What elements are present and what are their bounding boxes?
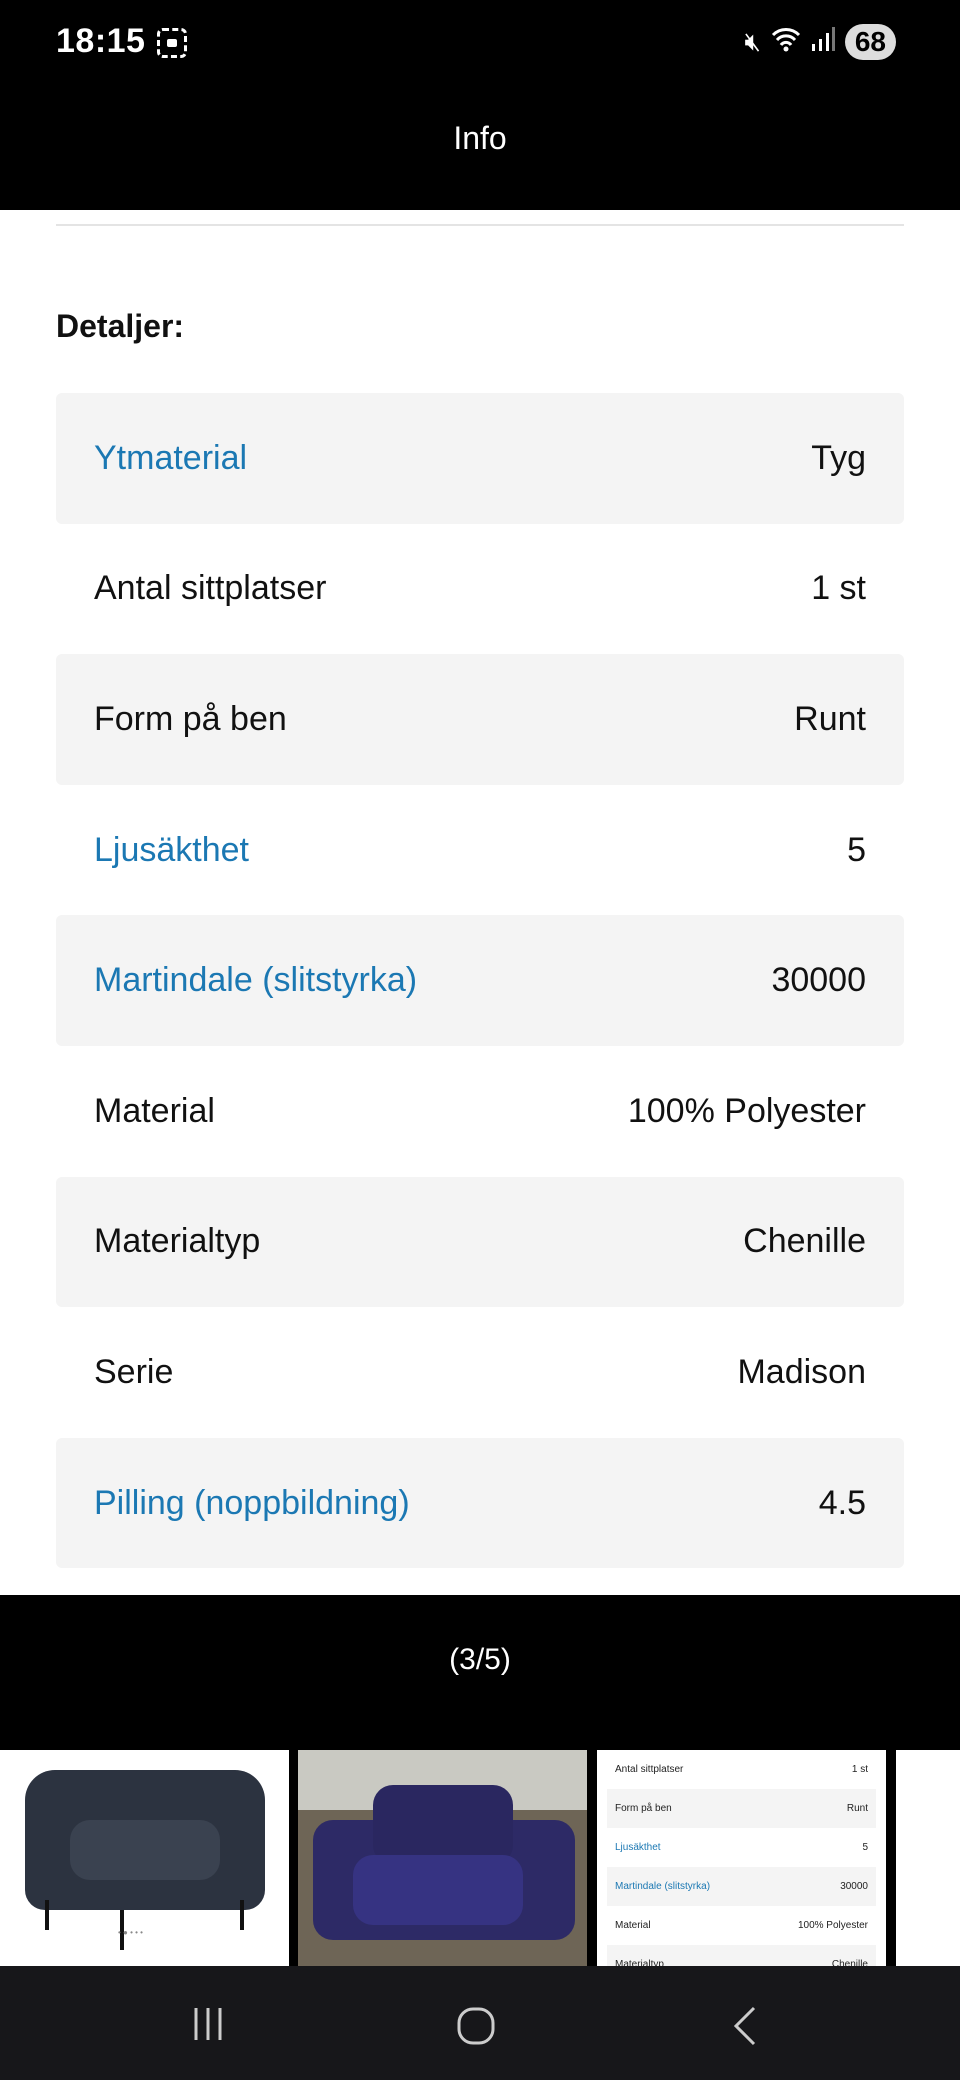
- recent-apps-icon[interactable]: [190, 2006, 226, 2042]
- detail-row: Ytmaterial Tyg: [56, 393, 904, 524]
- thumbnail-3[interactable]: Antal sittplatser 1 st Form på ben Runt Ljus…: [597, 1750, 886, 1966]
- mini-row: Form på ben Runt: [607, 1789, 876, 1828]
- status-icons: 🔇︎ 68: [744, 24, 896, 60]
- mini-row: Materialtyp Chenille: [607, 1945, 876, 1966]
- detail-row: Pilling (noppbildning) 4.5: [56, 1437, 904, 1569]
- details-heading: Detaljer:: [56, 308, 185, 344]
- detail-row: Form på ben Runt: [56, 654, 904, 785]
- detail-label[interactable]: Martindale (slitstyrka): [94, 961, 418, 1000]
- detail-label: Form på ben: [94, 699, 287, 738]
- battery-indicator: 68: [844, 24, 896, 60]
- detail-row: Materialtyp Chenille: [56, 1176, 904, 1308]
- mini-label: Form på ben: [615, 1803, 672, 1814]
- thumbnail-2[interactable]: [298, 1750, 587, 1966]
- system-nav-bar: [0, 1966, 960, 2080]
- mini-row: Ljusäkthet 5: [597, 1828, 886, 1867]
- mini-value: 5: [862, 1842, 868, 1853]
- mini-row: Antal sittplatser 1 st: [597, 1750, 886, 1789]
- detail-value: Runt: [794, 699, 866, 738]
- mini-row: Material 100% Polyester: [597, 1906, 886, 1945]
- details-table: Ytmaterial Tyg Antal sittplatser 1 st Form p…: [56, 393, 904, 1569]
- detail-row: Material 100% Polyester: [56, 1046, 904, 1177]
- mini-value: 100% Polyester: [797, 1920, 868, 1931]
- mini-label: Materialtyp: [615, 1959, 664, 1966]
- status-time: 18:15: [56, 22, 146, 60]
- thumbnail-1[interactable]: • ● • • •: [0, 1750, 289, 1966]
- detail-value: Tyg: [811, 438, 866, 477]
- back-icon[interactable]: [730, 2006, 760, 2046]
- screenshot-icon: [157, 28, 187, 58]
- gallery-counter: (3/5): [449, 1643, 511, 1676]
- top-bar: 18:15 🔇︎ 68 Info: [0, 0, 960, 210]
- thumbnail-strip[interactable]: • ● • • • Antal sittplatser 1 st Form på b…: [0, 1750, 960, 1966]
- wifi-icon: [771, 26, 801, 59]
- detail-value: 1 st: [811, 569, 866, 608]
- detail-value: Chenille: [743, 1222, 866, 1261]
- mini-value: 30000: [840, 1881, 868, 1892]
- detail-row: Antal sittplatser 1 st: [56, 524, 904, 655]
- detail-value: Madison: [737, 1352, 866, 1391]
- detail-label[interactable]: Ljusäkthet: [94, 830, 249, 869]
- detail-label[interactable]: Pilling (noppbildning): [94, 1483, 410, 1522]
- detail-label: Serie: [94, 1352, 174, 1391]
- detail-row: Martindale (slitstyrka) 30000: [56, 915, 904, 1046]
- gallery-counter-bar: (3/5): [0, 1595, 960, 1750]
- detail-label: Material: [94, 1091, 215, 1130]
- detail-row: Ljusäkthet 5: [56, 785, 904, 916]
- detail-label: Antal sittplatser: [94, 569, 327, 608]
- mute-icon: 🔇︎: [744, 26, 761, 56]
- detail-label: Materialtyp: [94, 1222, 261, 1261]
- home-icon[interactable]: [456, 2006, 496, 2046]
- detail-value: 30000: [771, 961, 866, 1000]
- mini-label: Antal sittplatser: [615, 1764, 684, 1775]
- signal-icon: [811, 26, 835, 59]
- mini-value: 1 st: [851, 1764, 868, 1775]
- detail-value: 5: [847, 830, 866, 869]
- detail-label[interactable]: Ytmaterial: [94, 438, 248, 477]
- mini-label: Martindale (slitstyrka): [615, 1881, 711, 1892]
- mini-row: Martindale (slitstyrka) 30000: [607, 1867, 876, 1906]
- detail-value: 100% Polyester: [627, 1091, 866, 1130]
- divider: [56, 224, 904, 226]
- page-title: Info: [453, 120, 507, 156]
- detail-row: Serie Madison: [56, 1307, 904, 1438]
- mini-label: Ljusäkthet: [615, 1842, 661, 1853]
- detail-value: 4.5: [818, 1483, 866, 1522]
- thumbnail-4[interactable]: [896, 1750, 960, 1966]
- mini-value: Chenille: [831, 1959, 868, 1966]
- mini-value: Runt: [846, 1803, 868, 1814]
- mini-label: Material: [615, 1920, 651, 1931]
